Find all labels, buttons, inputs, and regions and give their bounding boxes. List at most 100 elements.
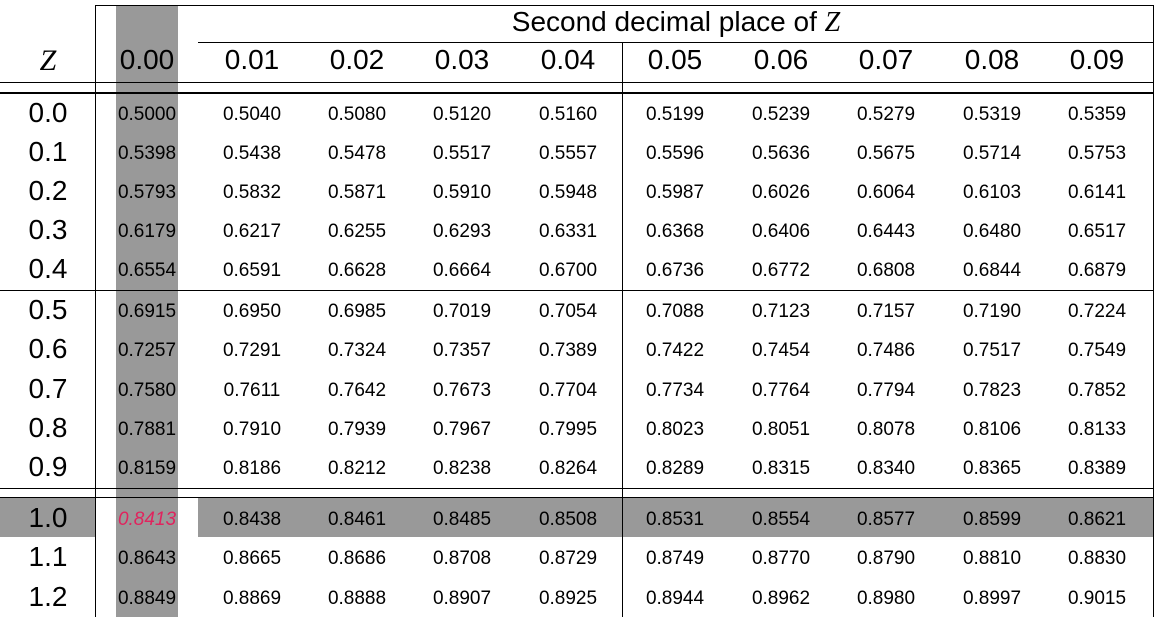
table-cell: 0.6736 — [645, 260, 705, 281]
row-header: 0.0 — [28, 97, 68, 128]
table-cell: 0.8078 — [856, 419, 916, 440]
row-header: 0.4 — [28, 253, 68, 284]
column-header: 0.03 — [434, 44, 490, 75]
table-cell: 0.6480 — [962, 221, 1022, 242]
caption-text: Second decimal place of — [511, 6, 825, 37]
table-cell: 0.7967 — [432, 419, 492, 440]
table-cell: 0.8686 — [327, 548, 387, 569]
table-cell: 0.8708 — [432, 548, 492, 569]
table-cell: 0.8186 — [222, 458, 282, 479]
table-cell: 0.5596 — [645, 143, 705, 164]
table-cell: 0.8830 — [1067, 548, 1127, 569]
table-cell: 0.5279 — [856, 104, 916, 125]
table-cell: 0.8023 — [645, 419, 705, 440]
table-cell: 0.7517 — [962, 340, 1022, 361]
table-cell: 0.6985 — [327, 301, 387, 322]
table-cell: 0.7224 — [1067, 301, 1127, 322]
column-header: 0.06 — [753, 44, 809, 75]
column-group-divider — [622, 42, 623, 617]
table-cell: 0.7794 — [856, 380, 916, 401]
table-cell: 0.8925 — [538, 588, 598, 609]
group-divider-line — [0, 290, 1154, 291]
table-cell: 0.8665 — [222, 548, 282, 569]
table-cell: 0.5517 — [432, 143, 492, 164]
table-cell: 0.8051 — [751, 419, 811, 440]
column-header: 0.07 — [858, 44, 914, 75]
table-cell: 0.7642 — [327, 380, 387, 401]
table-cell: 0.6591 — [222, 260, 282, 281]
caption-symbol: Z — [824, 7, 841, 38]
table-cell: 0.7190 — [962, 301, 1022, 322]
table-cell: 0.5319 — [962, 104, 1022, 125]
table-cell: 0.7910 — [222, 419, 282, 440]
row-header-label: Z — [39, 44, 57, 77]
caption-underline — [198, 42, 1154, 43]
row-header: 0.9 — [28, 451, 68, 482]
highlighted-value: 0.8413 — [117, 509, 177, 530]
table-cell: 0.7611 — [223, 380, 281, 401]
table-cell: 0.7019 — [432, 301, 492, 322]
table-cell: 0.7580 — [117, 380, 177, 401]
table-cell: 0.8461 — [327, 509, 387, 530]
row-header: 0.8 — [28, 412, 68, 443]
table-cell: 0.6406 — [751, 221, 811, 242]
header-bottom-line — [0, 82, 1154, 83]
row-header: 0.1 — [28, 136, 68, 167]
table-cell: 0.6879 — [1067, 260, 1127, 281]
table-cell: 0.5987 — [645, 182, 705, 203]
column-header: 0.05 — [647, 44, 703, 75]
table-cell: 0.7734 — [645, 380, 705, 401]
table-cell: 0.7157 — [856, 301, 916, 322]
table-cell: 0.6443 — [856, 221, 916, 242]
table-cell: 0.8577 — [856, 509, 916, 530]
table-cell: 0.6331 — [538, 221, 598, 242]
table-cell: 0.8485 — [432, 509, 492, 530]
table-cell: 0.8869 — [222, 588, 282, 609]
table-cell: 0.8289 — [645, 458, 705, 479]
row-header: 0.3 — [28, 214, 68, 245]
table-cell: 0.5871 — [327, 182, 387, 203]
table-cell: 0.5080 — [327, 104, 387, 125]
row-header-divider — [95, 5, 96, 617]
table-cell: 0.5557 — [538, 143, 598, 164]
column-header: 0.08 — [964, 44, 1020, 75]
table-cell: 0.8770 — [751, 548, 811, 569]
table-cell: 0.8212 — [327, 458, 387, 479]
table-cell: 0.7939 — [327, 419, 387, 440]
top-border-line — [96, 5, 1154, 6]
table-cell: 0.7054 — [538, 301, 598, 322]
table-cell: 0.8790 — [856, 548, 916, 569]
table-cell: 0.6517 — [1067, 221, 1127, 242]
table-cell: 0.8997 — [962, 588, 1022, 609]
table-cell: 0.7823 — [962, 380, 1022, 401]
table-caption: Second decimal place of Z — [198, 8, 1154, 37]
table-cell: 0.6628 — [327, 260, 387, 281]
table-cell: 0.6103 — [962, 182, 1022, 203]
table-cell: 0.8810 — [962, 548, 1022, 569]
table-cell: 0.6950 — [222, 301, 282, 322]
table-cell: 0.7454 — [751, 340, 811, 361]
table-cell: 0.6700 — [538, 260, 598, 281]
table-cell: 0.8315 — [751, 458, 811, 479]
column-header: 0.04 — [540, 44, 596, 75]
table-cell: 0.7764 — [751, 380, 811, 401]
table-cell: 0.8389 — [1067, 458, 1127, 479]
table-cell: 0.7389 — [538, 340, 598, 361]
table-cell: 0.8531 — [645, 509, 705, 530]
table-cell: 0.6064 — [856, 182, 916, 203]
row-header: 0.6 — [28, 333, 68, 364]
table-cell: 0.5714 — [962, 143, 1022, 164]
body-top-line — [0, 92, 1154, 94]
table-cell: 0.6293 — [432, 221, 492, 242]
highlight-column — [116, 5, 178, 617]
table-cell: 0.5199 — [645, 104, 705, 125]
table-cell: 0.6808 — [856, 260, 916, 281]
table-cell: 0.8159 — [117, 458, 177, 479]
table-cell: 0.7486 — [856, 340, 916, 361]
table-cell: 0.8729 — [538, 548, 598, 569]
table-cell: 0.8643 — [117, 548, 177, 569]
table-cell: 0.5120 — [432, 104, 492, 125]
table-cell: 0.6915 — [117, 301, 177, 322]
table-cell: 0.8944 — [645, 588, 705, 609]
table-cell: 0.7123 — [751, 301, 811, 322]
